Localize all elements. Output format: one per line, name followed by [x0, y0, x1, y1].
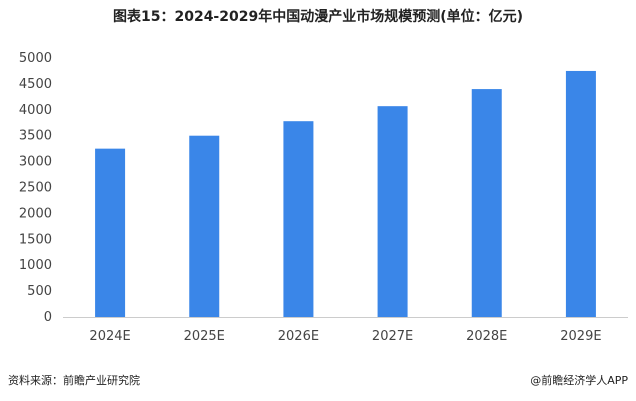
y-tick-label: 3000 — [19, 155, 52, 170]
x-tick-label: 2024E — [89, 329, 130, 344]
x-tick-label: 2029E — [560, 329, 601, 344]
y-tick-label: 5000 — [19, 51, 52, 66]
y-axis-ticks: 0 500 1000 1500 2000 2500 3000 3500 4000 4500 5000 — [19, 51, 52, 325]
x-tick-label: 2026E — [278, 329, 319, 344]
bar-2024E — [95, 148, 126, 317]
chart-title: 图表15：2024-2029年中国动漫产业市场规模预测(单位：亿元) — [112, 9, 524, 25]
x-axis-ticks: 2024E 2025E 2026E 2027E 2028E 2029E — [89, 329, 601, 344]
x-tick-label: 2028E — [466, 329, 507, 344]
bar-2028E — [471, 89, 502, 317]
y-tick-label: 2000 — [19, 206, 52, 221]
bars — [95, 70, 596, 317]
y-tick-label: 4500 — [19, 77, 52, 92]
bar-2026E — [283, 121, 314, 317]
brand-credit: @前瞻经济学人APP — [530, 374, 628, 387]
x-tick-label: 2027E — [372, 329, 413, 344]
source-note: 资料来源：前瞻产业研究院 — [8, 374, 140, 387]
bar-2027E — [377, 106, 408, 317]
y-tick-label: 500 — [27, 284, 52, 299]
y-tick-label: 3500 — [19, 129, 52, 144]
y-tick-label: 1500 — [19, 232, 52, 247]
y-tick-label: 2500 — [19, 181, 52, 196]
bar-2029E — [565, 70, 596, 317]
y-tick-label: 4000 — [19, 103, 52, 118]
y-tick-label: 0 — [44, 310, 52, 325]
bar-2025E — [189, 135, 220, 317]
x-tick-label: 2025E — [184, 329, 225, 344]
y-tick-label: 1000 — [19, 258, 52, 273]
